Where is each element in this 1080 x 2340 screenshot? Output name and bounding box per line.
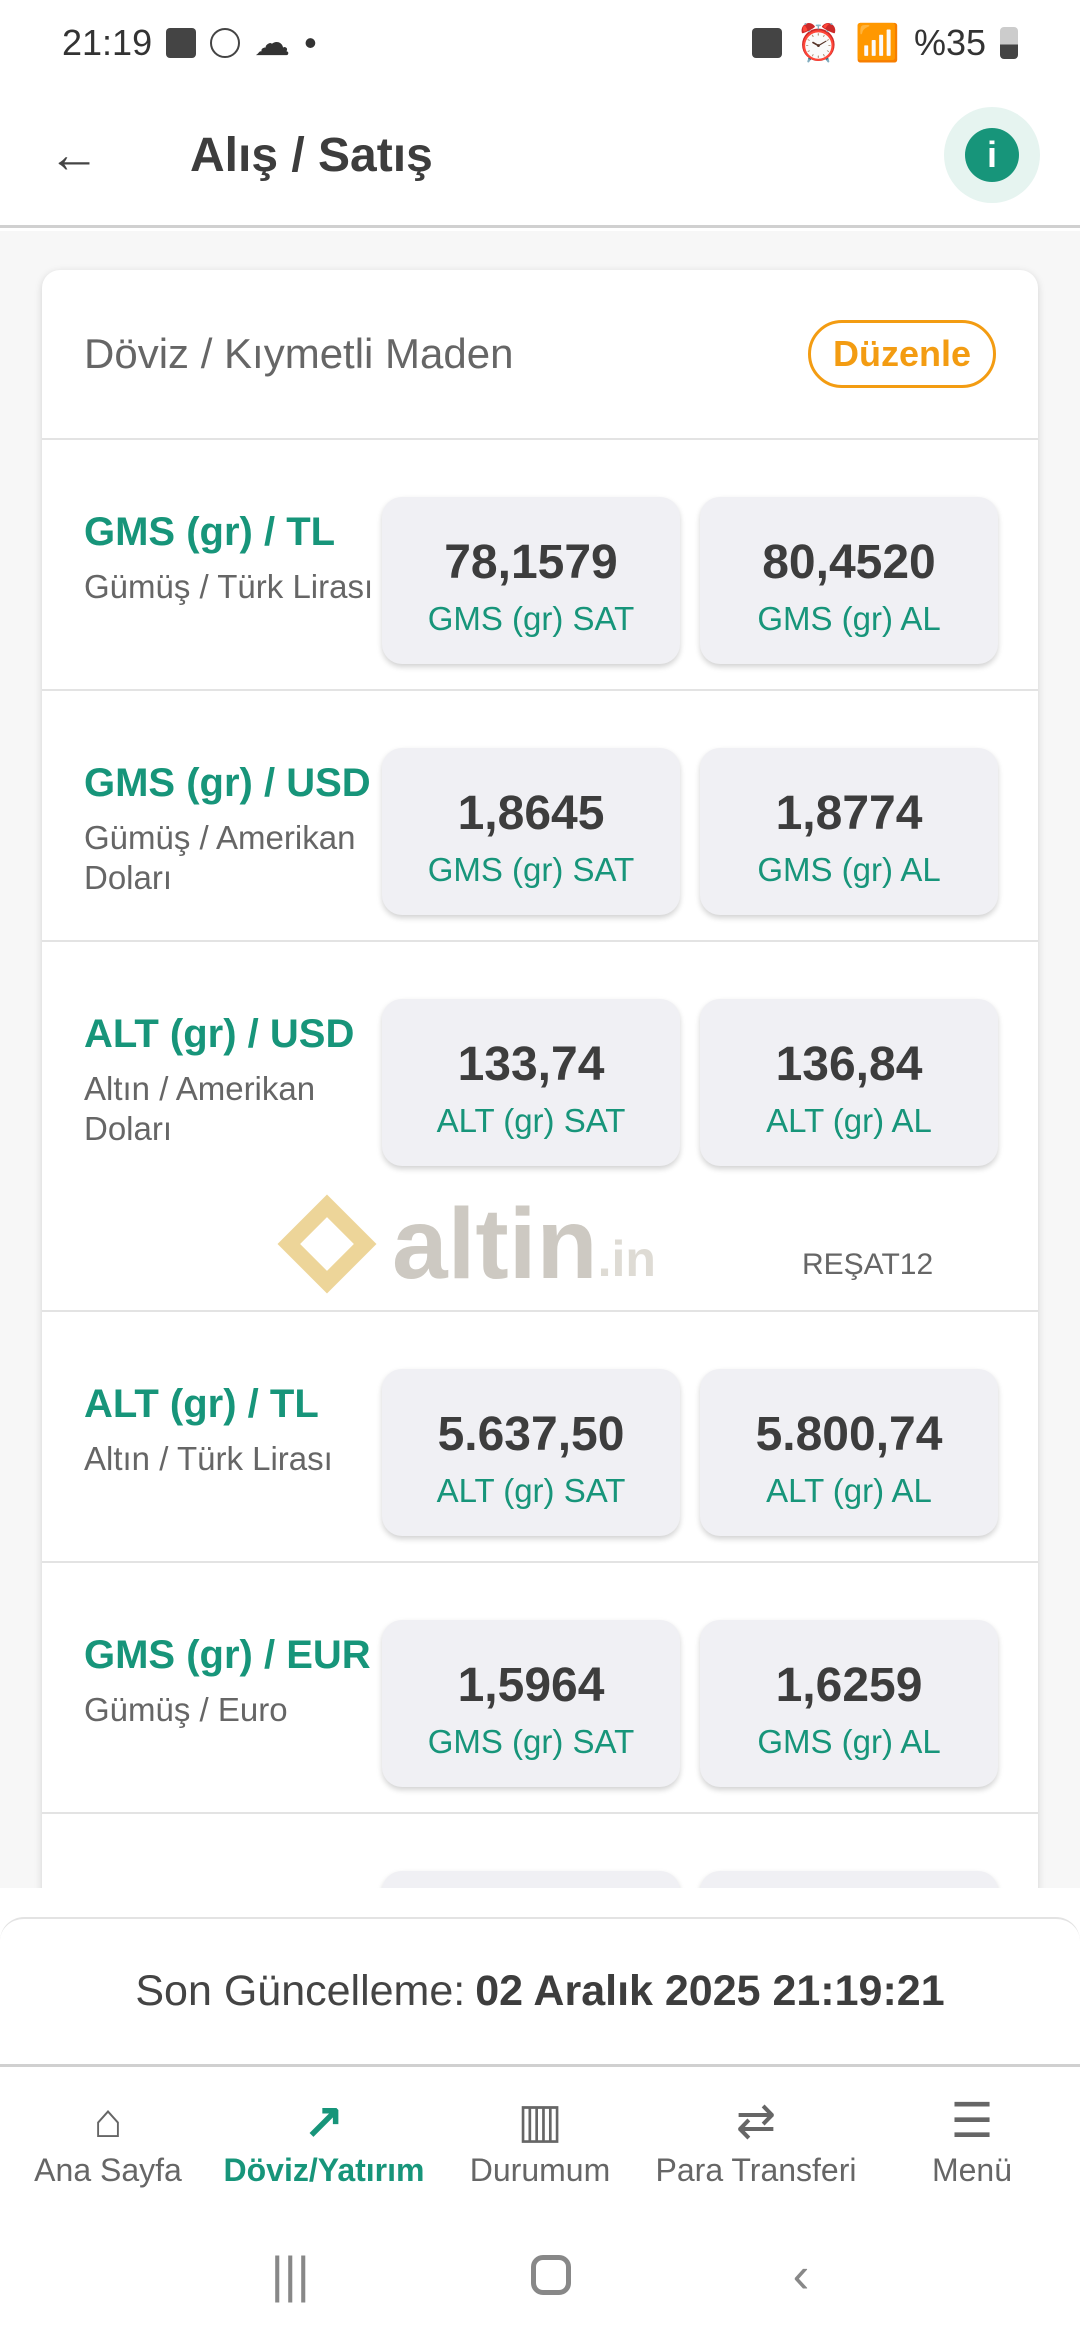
menu-icon: ☰	[950, 2095, 994, 2148]
watermark-domain: .in	[597, 1231, 656, 1287]
nav-item[interactable]: ⇄ Para Transferi	[648, 2070, 864, 2210]
last-update-bar: Son Güncelleme: 02 Aralık 2025 21:19:21	[0, 1917, 1080, 2067]
wifi-icon: 📶	[855, 21, 900, 63]
battery-saver-icon	[752, 27, 783, 58]
dot-icon: •	[304, 21, 317, 63]
buy-price: 5.800,74	[755, 1408, 943, 1461]
rate-row: ALT (gr) / TL Altın / Türk Lirası 5.637,5…	[42, 1312, 1038, 1563]
last-update-label: Son Güncelleme:	[135, 1967, 466, 2015]
rates-card: Döviz / Kıymetli Maden Düzenle GMS (gr) …	[42, 270, 1038, 1888]
pair-code: ALT (gr) / USD	[84, 1012, 355, 1056]
last-update-value: 02 Aralık 2025 21:19:21	[475, 1967, 945, 2015]
buy-label: ALT (gr) AL	[766, 1102, 932, 1139]
sell-price: 5.637,50	[437, 1408, 625, 1461]
sell-price: 1,8645	[457, 787, 605, 840]
rate-row: GMS (gr) / USD Gümüş / Amerikan Doları 1,…	[42, 691, 1038, 942]
buy-label: GMS (gr) AL	[757, 851, 941, 888]
nav-item[interactable]: ▥ Durumum	[432, 2070, 648, 2210]
nav-item[interactable]: ⌂ Ana Sayfa	[0, 2070, 216, 2210]
pair-description: Gümüş / Amerikan Doları	[84, 819, 356, 896]
app-icon	[210, 27, 241, 58]
page-title: Alış / Satış	[190, 128, 433, 182]
card-title: Döviz / Kıymetli Maden	[84, 330, 514, 377]
transfer-icon: ⇄	[735, 2095, 777, 2148]
bar-chart-icon: ▥	[517, 2095, 563, 2148]
bottom-nav: ⌂ Ana Sayfa ↗ Döviz/Yatırım ▥ Durumum ⇄ Para Tr…	[0, 2070, 1080, 2210]
buy-label: GMS (gr) AL	[757, 1723, 941, 1760]
sell-price: 1,5964	[457, 1659, 605, 1712]
sell-label: ALT (gr) SAT	[436, 1102, 626, 1139]
rate-row: PLT (gr) / TLPlatin / Türk Lirası 2.191,…	[42, 1814, 1038, 1888]
home-icon: ⌂	[93, 2095, 123, 2148]
pair-code: GMS (gr) / USD	[84, 761, 371, 805]
clock: 21:19	[62, 21, 153, 63]
rate-row: ALT (gr) / USD Altın / Amerikan Doları 13…	[42, 942, 1038, 1312]
watermark-user: REŞAT12	[802, 1248, 934, 1281]
nav-item[interactable]: ↗ Döviz/Yatırım	[216, 2070, 432, 2210]
pair-description: Altın / Amerikan Doları	[84, 1070, 316, 1147]
rate-row: GMS (gr) / EUR Gümüş / Euro 1,5964 GMS (gr…	[42, 1563, 1038, 1814]
watermark: altin .in	[277, 1182, 656, 1300]
battery-icon	[1000, 26, 1018, 59]
system-nav: ||| ‹	[0, 2240, 1080, 2310]
pair-code: ALT (gr) / TL	[84, 1382, 319, 1426]
nav-item[interactable]: ☰ Menü	[864, 2070, 1080, 2210]
battery-text: %35	[913, 21, 986, 63]
buy-button[interactable]: 2.263,31PLT (gr) AL	[700, 1871, 998, 1888]
sell-button[interactable]: 5.637,50 ALT (gr) SAT	[382, 1369, 680, 1536]
sell-price: 133,74	[457, 1038, 605, 1091]
back-arrow-icon[interactable]: ←	[48, 126, 100, 184]
info-icon: i	[965, 128, 1019, 182]
cloud-icon: ☁	[254, 21, 291, 63]
buy-button[interactable]: 1,6259 GMS (gr) AL	[700, 1620, 998, 1787]
pair-description: Gümüş / Euro	[84, 1691, 288, 1728]
buy-button[interactable]: 136,84 ALT (gr) AL	[700, 999, 998, 1166]
sell-button[interactable]: 133,74 ALT (gr) SAT	[382, 999, 680, 1166]
pair-description: Gümüş / Türk Lirası	[84, 568, 374, 605]
nav-label: Ana Sayfa	[34, 2152, 182, 2188]
nav-label: Döviz/Yatırım	[223, 2152, 425, 2188]
sell-button[interactable]: 2.191,20PLT (gr) SAT	[382, 1871, 680, 1888]
sell-button[interactable]: 1,5964 GMS (gr) SAT	[382, 1620, 680, 1787]
nav-label: Durumum	[469, 2152, 611, 2188]
recents-icon[interactable]: |||	[270, 2247, 310, 2303]
buy-label: ALT (gr) AL	[766, 1472, 932, 1509]
pair-code: GMS (gr) / TL	[84, 510, 336, 554]
app-bar: ← Alış / Satış i	[0, 85, 1080, 228]
info-button[interactable]: i	[944, 107, 1040, 203]
buy-price: 1,6259	[775, 1659, 923, 1712]
status-bar: 21:19 ☁ • ⏰ 📶 %35	[0, 0, 1080, 85]
sell-label: GMS (gr) SAT	[427, 851, 635, 888]
sell-label: GMS (gr) SAT	[427, 600, 635, 637]
gallery-icon	[166, 27, 197, 58]
chart-search-icon: ↗	[303, 2095, 345, 2148]
sell-label: GMS (gr) SAT	[427, 1723, 635, 1760]
pair-code: PLT (gr) / TL	[84, 1884, 374, 1888]
buy-button[interactable]: 5.800,74 ALT (gr) AL	[700, 1369, 998, 1536]
content-scroll[interactable]: Döviz / Kıymetli Maden Düzenle GMS (gr) …	[0, 231, 1080, 1888]
sell-button[interactable]: 78,1579 GMS (gr) SAT	[382, 497, 680, 664]
nav-label: Para Transferi	[655, 2152, 857, 2188]
nav-label: Menü	[931, 2152, 1013, 2188]
pair-code: GMS (gr) / EUR	[84, 1633, 371, 1677]
buy-button[interactable]: 80,4520 GMS (gr) AL	[700, 497, 998, 664]
sell-label: ALT (gr) SAT	[436, 1472, 626, 1509]
sell-price: 78,1579	[444, 536, 618, 589]
edit-button[interactable]: Düzenle	[807, 320, 996, 388]
buy-price: 1,8774	[775, 787, 923, 840]
buy-price: 80,4520	[762, 536, 936, 589]
watermark-brand: altin	[392, 1188, 598, 1300]
watermark-logo-icon	[277, 1194, 377, 1294]
buy-button[interactable]: 1,8774 GMS (gr) AL	[700, 748, 998, 915]
buy-label: GMS (gr) AL	[757, 600, 941, 637]
rate-row: GMS (gr) / TL Gümüş / Türk Lirası 78,1579…	[42, 440, 1038, 691]
alarm-icon: ⏰	[796, 21, 842, 63]
buy-price: 136,84	[775, 1038, 923, 1091]
sell-button[interactable]: 1,8645 GMS (gr) SAT	[382, 748, 680, 915]
home-button-icon[interactable]	[531, 2255, 572, 2295]
pair-description: Altın / Türk Lirası	[84, 1440, 333, 1477]
back-icon[interactable]: ‹	[792, 2247, 810, 2303]
